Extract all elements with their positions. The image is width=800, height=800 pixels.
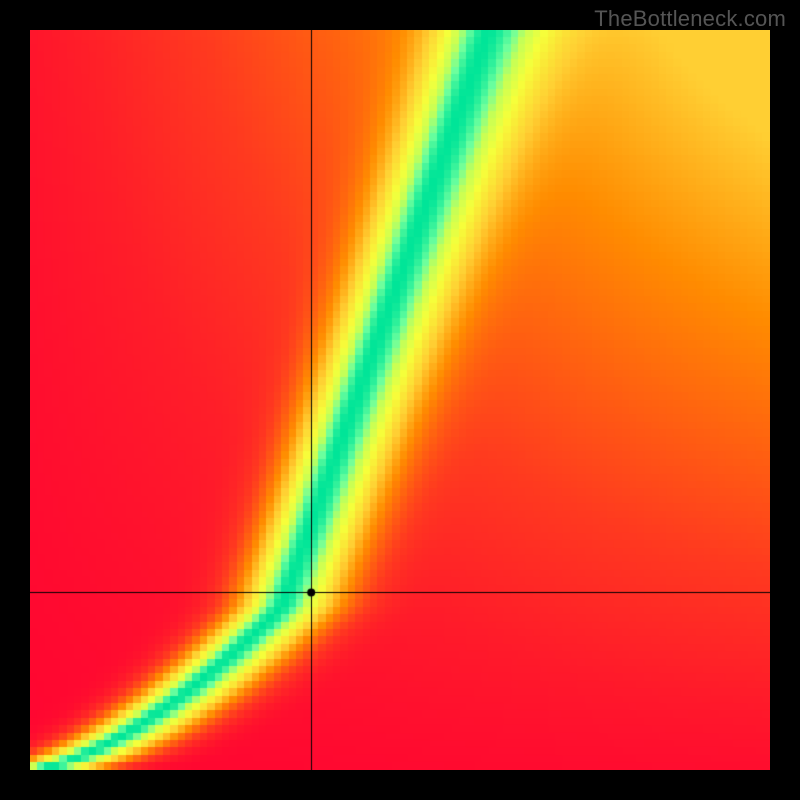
plot-frame xyxy=(30,30,770,770)
watermark-text: TheBottleneck.com xyxy=(594,6,786,32)
crosshair-overlay xyxy=(30,30,770,770)
